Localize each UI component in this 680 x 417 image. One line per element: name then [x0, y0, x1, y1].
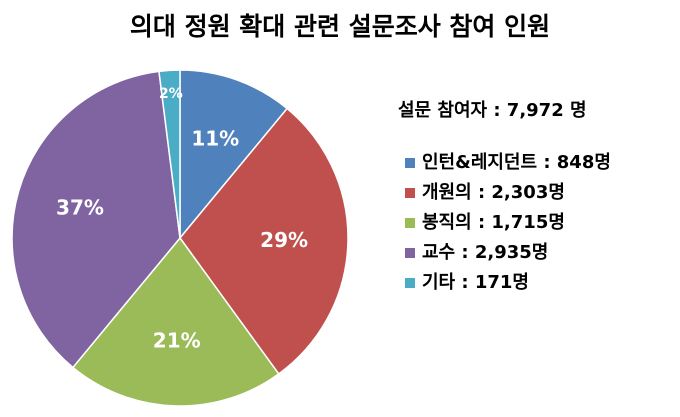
legend-label: 인턴&레지던트 : 848명: [422, 152, 611, 173]
legend-label: 교수 : 2,935명: [422, 242, 548, 263]
chart-title: 의대 정원 확대 관련 설문조사 참여 인원: [130, 12, 550, 41]
legend-label: 봉직의 : 1,715명: [422, 212, 565, 233]
slice-label: 37%: [56, 195, 104, 219]
pie-slice: [11, 70, 181, 369]
legend-label: 기타 : 171명: [422, 272, 529, 293]
chart-subtitle: 설문 참여자 : 7,972 명: [398, 100, 587, 121]
pie-slice: [179, 69, 289, 241]
slice-label: 29%: [260, 228, 308, 252]
legend-swatch: [405, 248, 415, 258]
legend-swatch: [405, 218, 415, 228]
slice-label: 2%: [159, 86, 183, 102]
legend-swatch: [405, 278, 415, 288]
legend-swatch: [405, 188, 415, 198]
slice-label: 11%: [191, 126, 239, 150]
pie-slice: [71, 236, 280, 407]
pie-slice: [179, 107, 349, 375]
pie-slice: [158, 69, 181, 239]
legend-swatch: [405, 158, 415, 168]
slice-label: 21%: [153, 329, 201, 353]
legend-label: 개원의 : 2,303명: [422, 182, 565, 203]
